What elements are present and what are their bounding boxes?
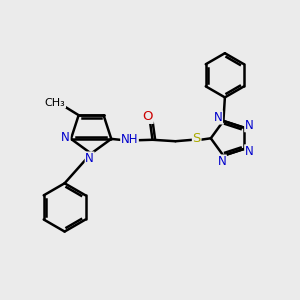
Text: N: N — [245, 145, 254, 158]
Text: N: N — [85, 152, 94, 165]
Text: N: N — [245, 119, 254, 132]
Text: NH: NH — [121, 133, 138, 146]
Text: N: N — [214, 111, 223, 124]
Text: CH₃: CH₃ — [45, 98, 65, 108]
Text: N: N — [218, 155, 226, 168]
Text: N: N — [61, 131, 70, 144]
Text: O: O — [142, 110, 153, 123]
Text: S: S — [193, 132, 201, 146]
